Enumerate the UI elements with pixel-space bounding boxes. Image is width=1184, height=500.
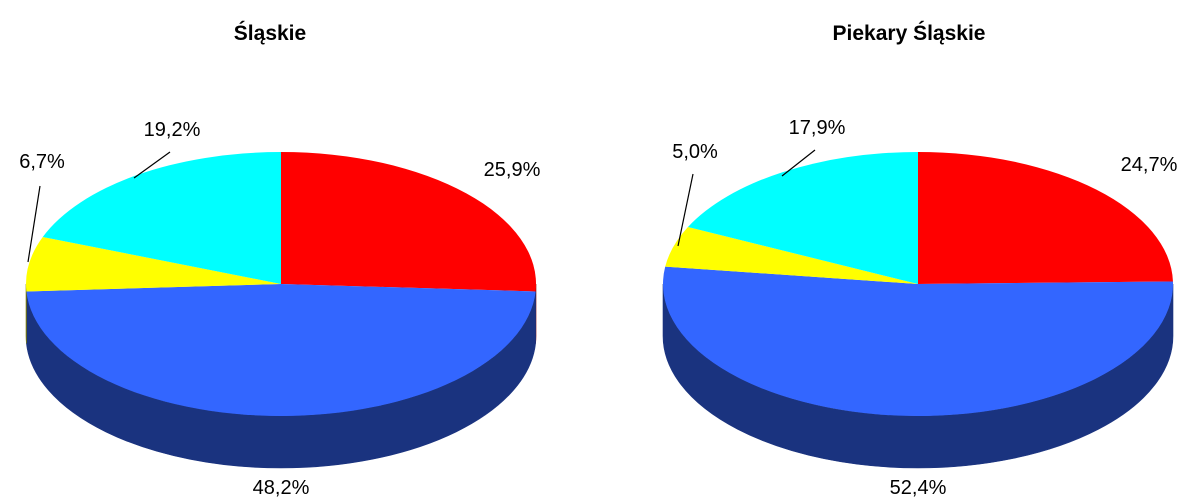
- pie-slice-1-0: [918, 152, 1173, 284]
- pie-slice-1-3: [687, 152, 918, 284]
- pie-slice-0-3: [42, 152, 281, 284]
- chart-title-1: Piekary Śląskie: [833, 21, 986, 45]
- pie-slice-0-2: [25, 236, 281, 292]
- leader-line-1-3: [781, 149, 816, 177]
- data-label-0-3: 19,2%: [144, 119, 201, 141]
- data-label-1-2: 5,0%: [672, 141, 718, 163]
- pie-slice-1-2: [665, 227, 918, 284]
- leader-line-0-3: [133, 151, 171, 179]
- data-label-1-1: 52,4%: [890, 477, 947, 499]
- pie-slice-0-0: [281, 152, 537, 292]
- pie-slice-0-1: [26, 284, 536, 417]
- pie-slice-1-1: [663, 266, 1173, 416]
- pie-chart-slaskie: Śląskie 25,9% 48,2% 6,7% 19,2%: [19, 21, 540, 499]
- data-label-0-2: 6,7%: [19, 151, 65, 173]
- leader-line-0-2: [27, 185, 41, 263]
- leader-line-1-2: [677, 173, 694, 247]
- chart-title-0: Śląskie: [234, 21, 306, 45]
- data-label-0-1: 48,2%: [253, 477, 310, 499]
- data-label-1-0: 24,7%: [1121, 154, 1178, 176]
- data-label-1-3: 17,9%: [789, 117, 846, 139]
- data-label-0-0: 25,9%: [484, 159, 541, 181]
- pie-chart-piekary-slaskie: Piekary Śląskie 24,7% 52,4% 5,0% 17,9%: [662, 21, 1178, 499]
